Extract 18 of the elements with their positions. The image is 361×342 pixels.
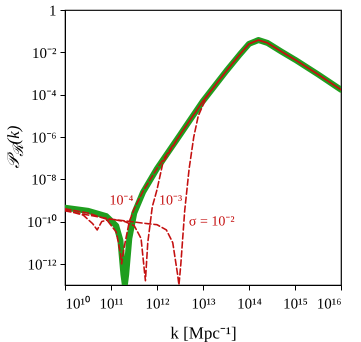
x-tick-label: 10¹² [146, 296, 170, 312]
series-label: σ = 10⁻² [188, 214, 235, 230]
y-tick-label: 10⁻⁶ [31, 130, 56, 146]
series-label: 10⁻⁴ [110, 193, 134, 208]
x-tick-label: 10¹¹ [100, 296, 124, 312]
y-tick-label: 10⁻¹² [28, 257, 57, 274]
x-tick-label: 10¹⁶ [316, 296, 342, 312]
x-tick-label: 10¹³ [192, 296, 216, 312]
y-tick-label: 10⁻⁸ [31, 172, 56, 189]
x-tick-label: 10¹⁵ [283, 296, 308, 312]
x-tick-label: 10¹⁴ [237, 296, 262, 312]
y-tick-label: 10⁻⁴ [31, 88, 56, 104]
y-tick-label: 10⁻² [32, 46, 57, 62]
x-axis-title: k [Mpc⁻¹] [170, 324, 237, 342]
series-label: 10⁻³ [159, 193, 182, 208]
y-tick-label: 1 [49, 4, 56, 20]
y-tick-label: 10⁻¹⁰ [27, 214, 56, 232]
x-tick-label: 10¹⁰ [66, 296, 90, 312]
